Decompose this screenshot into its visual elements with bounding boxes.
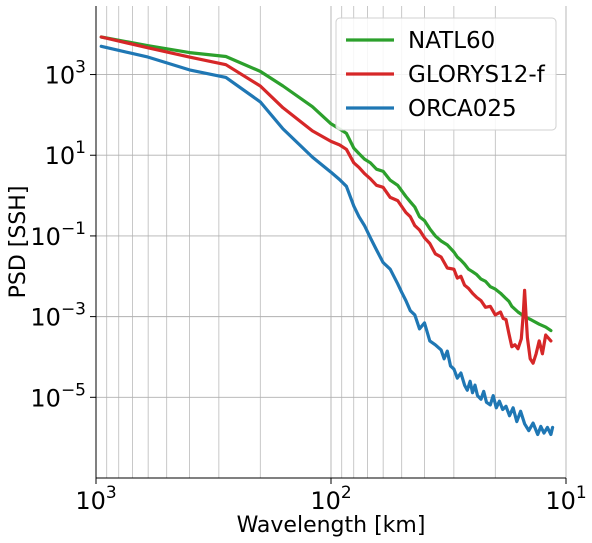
legend: NATL60 GLORYS12-f ORCA025 <box>335 17 557 131</box>
x-tick-label-base: 10 <box>545 487 576 515</box>
y-tick-label-base: 10 <box>30 223 61 251</box>
y-tick-label-base: 10 <box>45 142 76 170</box>
y-axis-label: PSD [SSH] <box>6 186 31 299</box>
legend-box <box>335 17 557 131</box>
y-tick-label: 10−3 <box>30 300 86 332</box>
x-tick-label: 103 <box>75 483 116 515</box>
series-line-glorys12-f <box>99 35 553 365</box>
y-tick-label-exponent: −3 <box>61 300 86 320</box>
y-tick-label: 10−1 <box>30 219 86 251</box>
x-tick-label: 101 <box>545 483 586 515</box>
legend-label: GLORYS12-f <box>408 62 546 88</box>
y-tick-label-base: 10 <box>30 384 61 412</box>
x-axis-label: Wavelength [km] <box>237 513 426 538</box>
x-tick-label-exponent: 2 <box>341 483 352 503</box>
y-tick-label: 103 <box>45 58 86 90</box>
y-tick-label-base: 10 <box>45 62 76 90</box>
y-tick-label-exponent: −1 <box>61 219 86 239</box>
x-tick-label-base: 10 <box>310 487 341 515</box>
y-tick-label-base: 10 <box>30 304 61 332</box>
y-tick-label: 101 <box>45 138 86 170</box>
x-tick-label-exponent: 3 <box>106 483 117 503</box>
x-tick-label: 102 <box>310 483 351 515</box>
series-line-orca025 <box>99 44 555 437</box>
y-tick-label-exponent: 1 <box>75 138 86 158</box>
y-tick-label-exponent: −5 <box>61 380 86 400</box>
legend-label: ORCA025 <box>408 96 517 122</box>
legend-label: NATL60 <box>408 28 495 54</box>
x-tick-label-base: 10 <box>75 487 106 515</box>
y-tick-label-exponent: 3 <box>75 58 86 78</box>
x-tick-label-exponent: 1 <box>576 483 587 503</box>
y-tick-label: 10−5 <box>30 380 86 412</box>
